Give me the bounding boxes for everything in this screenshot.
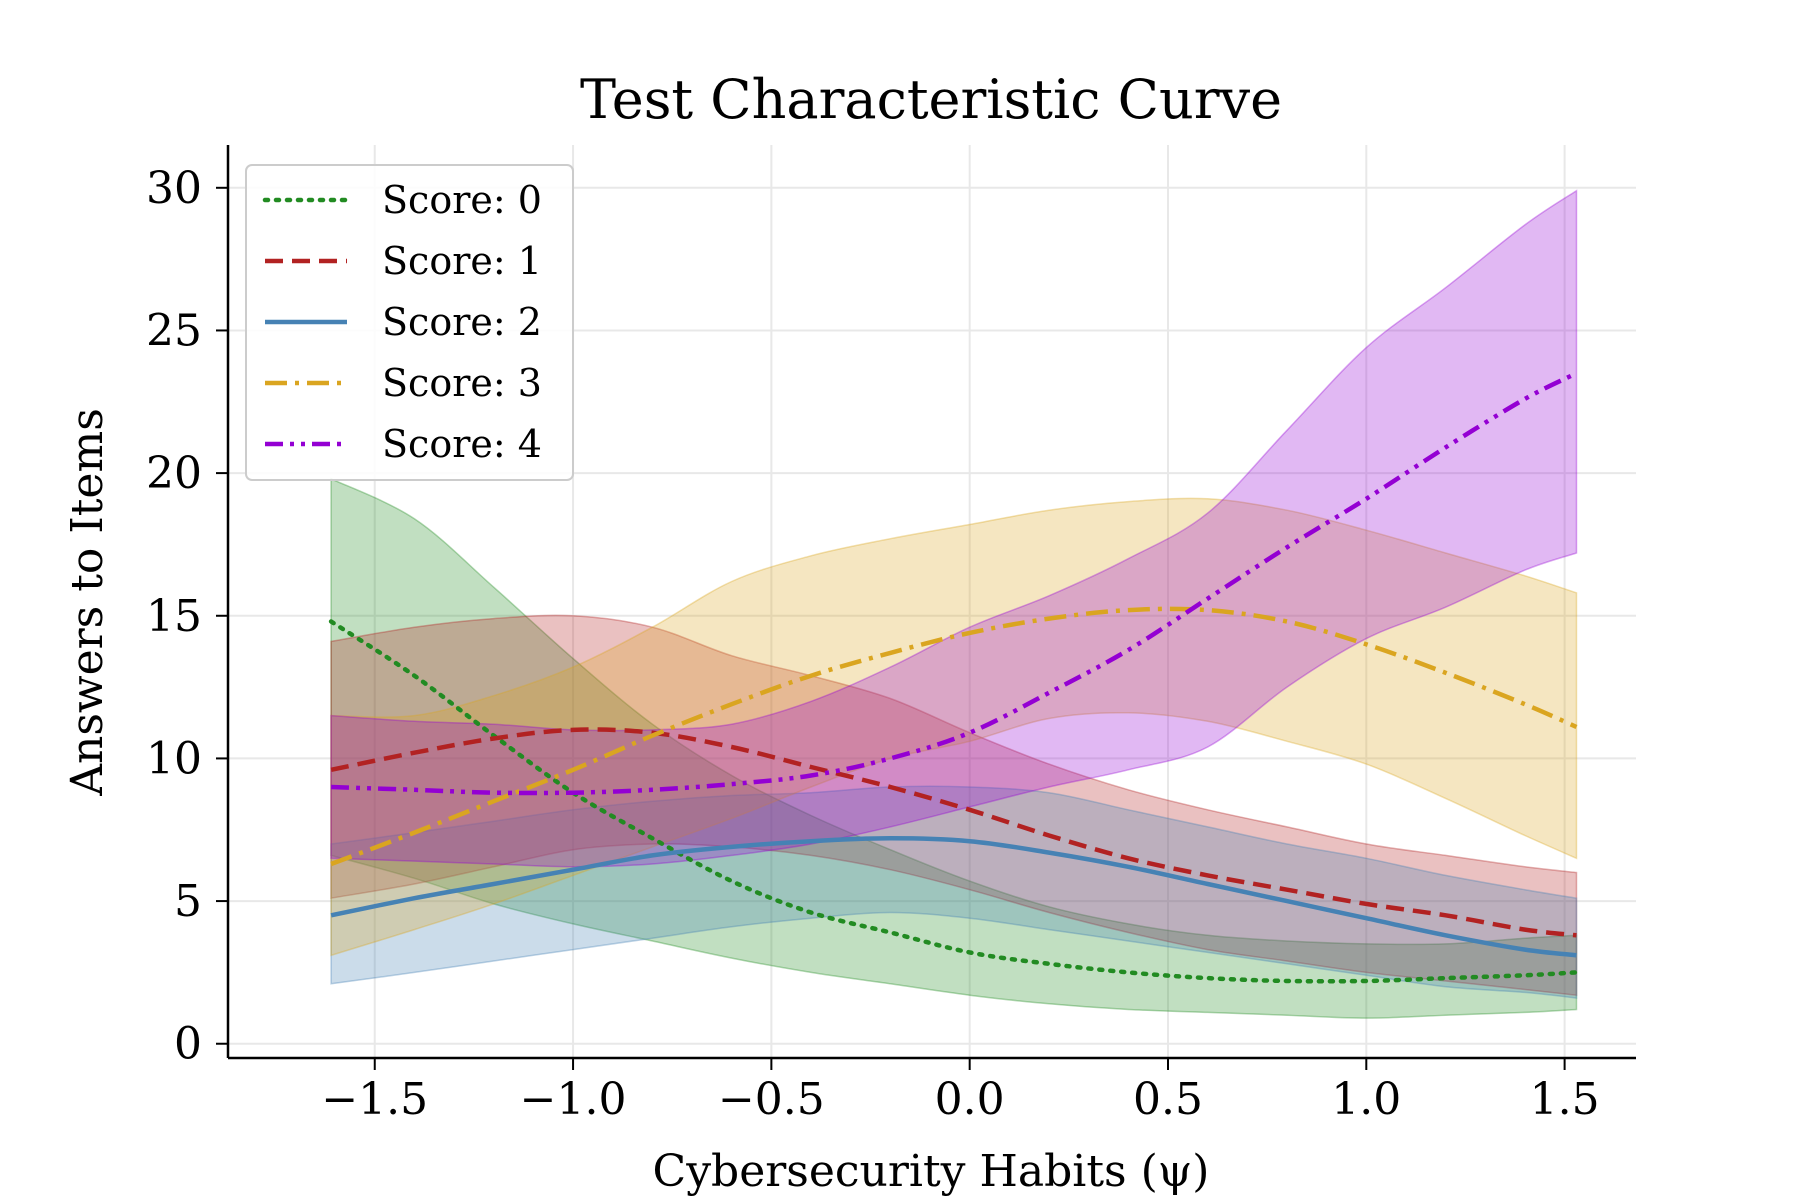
band-score-4 bbox=[330, 189, 1578, 868]
series-lines bbox=[328, 371, 1579, 984]
line-score-2 bbox=[330, 836, 1577, 958]
y-tick-label: 20 bbox=[146, 448, 202, 499]
legend-box bbox=[245, 164, 574, 481]
legend-label-score-0: Score: 0 bbox=[382, 178, 542, 222]
y-axis-label: Answers to Items bbox=[62, 408, 113, 797]
band-score-2 bbox=[330, 785, 1578, 999]
x-axis-label: Cybersecurity Habits (ψ) bbox=[653, 1146, 1210, 1197]
x-tick-label: −1.0 bbox=[520, 1074, 627, 1125]
y-tick-label: 30 bbox=[146, 163, 202, 214]
y-tick-label: 25 bbox=[146, 305, 202, 356]
x-tick-label: 0.5 bbox=[1133, 1074, 1203, 1125]
y-tick-label: 0 bbox=[174, 1019, 202, 1070]
x-tick-label: 0.0 bbox=[935, 1074, 1005, 1125]
y-tick-label: 5 bbox=[174, 876, 202, 927]
chart-title: Test Characteristic Curve bbox=[580, 68, 1282, 131]
line-score-4 bbox=[331, 371, 1578, 796]
x-tick-label: −1.5 bbox=[321, 1074, 428, 1125]
x-tick-label: 1.0 bbox=[1331, 1074, 1401, 1125]
legend-label-score-1: Score: 1 bbox=[382, 239, 542, 283]
line-score-3 bbox=[330, 606, 1578, 867]
x-tick-label: 1.5 bbox=[1530, 1074, 1600, 1125]
band-score-3 bbox=[330, 497, 1578, 957]
legend-label-score-4: Score: 4 bbox=[382, 422, 542, 466]
axes: −1.5 −1.0 −0.5 0.0 0.5 1.0 1.5 0 5 10 15 20 25 30 bbox=[146, 145, 1636, 1125]
y-tick-label: 10 bbox=[146, 733, 202, 784]
band-score-0 bbox=[330, 477, 1578, 1019]
line-score-0 bbox=[328, 619, 1579, 984]
legend-label-score-2: Score: 2 bbox=[382, 300, 542, 344]
y-tick-label: 15 bbox=[146, 591, 202, 642]
legend-label-score-3: Score: 3 bbox=[382, 361, 542, 405]
x-tick-label: −0.5 bbox=[718, 1074, 825, 1125]
line-score-1 bbox=[330, 727, 1577, 938]
legend: Score: 0 Score: 1 Score: 2 Score: 3 Score: 4 bbox=[245, 164, 574, 481]
